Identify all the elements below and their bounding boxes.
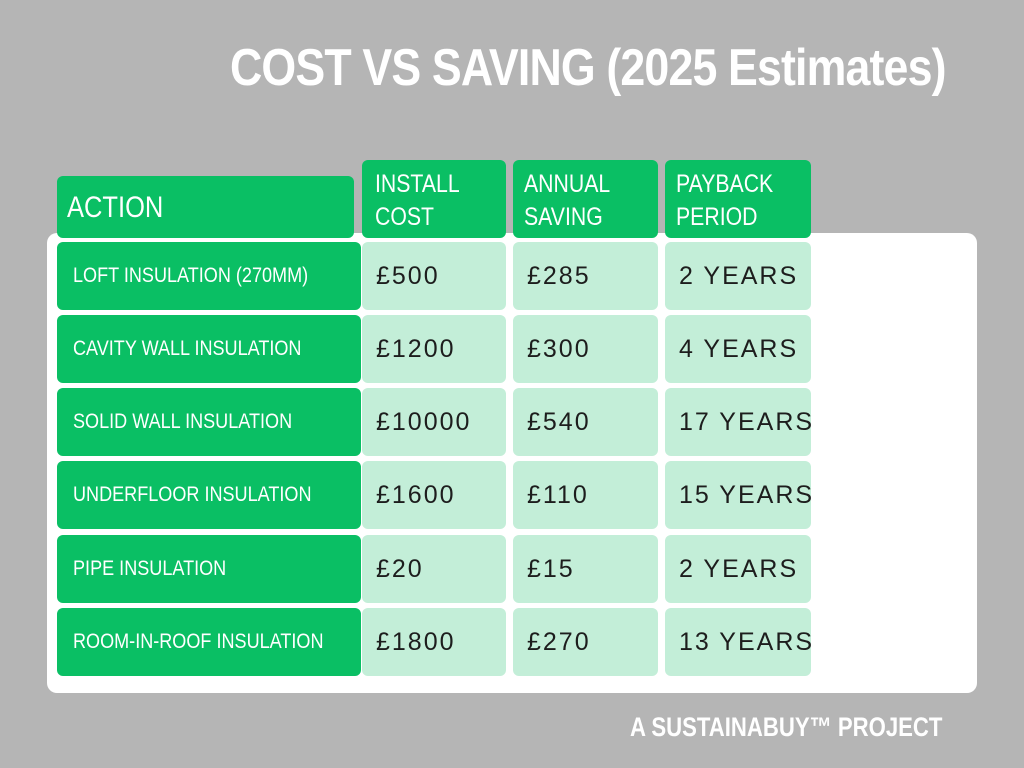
annual-saving-cell-text: £270 [527, 627, 591, 656]
header-install-line1: INSTALL [375, 170, 460, 198]
payback-period-cell-text: 4 YEARS [679, 334, 799, 363]
header-action: ACTION [57, 176, 354, 238]
annual-saving-cell: £270 [513, 608, 658, 676]
annual-saving-cell-text: £540 [527, 407, 591, 436]
action-cell-text: LOFT INSULATION (270MM) [73, 264, 309, 287]
action-cell: SOLID WALL INSULATION [57, 388, 361, 456]
header-install-cost: INSTALL COST [362, 160, 506, 238]
action-cell-text: CAVITY WALL INSULATION [73, 337, 302, 360]
install-cost-cell-text: £1800 [376, 627, 456, 656]
annual-saving-cell-text: £110 [527, 480, 589, 509]
action-cell: CAVITY WALL INSULATION [57, 315, 361, 383]
payback-period-cell: 13 YEARS [665, 608, 811, 676]
install-cost-cell-text: £1600 [376, 480, 456, 509]
payback-period-cell: 2 YEARS [665, 535, 811, 603]
install-cost-cell-text: £1200 [376, 334, 456, 363]
action-cell-text: PIPE INSULATION [73, 557, 227, 580]
annual-saving-cell: £15 [513, 535, 658, 603]
install-cost-cell-text: £20 [376, 554, 424, 583]
annual-saving-cell-text: £285 [527, 261, 591, 290]
annual-saving-cell-text: £15 [527, 554, 575, 583]
payback-period-cell-text: 2 YEARS [679, 261, 799, 290]
install-cost-cell: £20 [362, 535, 506, 603]
payback-period-cell-text: 13 YEARS [679, 627, 811, 656]
action-cell: PIPE INSULATION [57, 535, 361, 603]
install-cost-cell-text: £500 [376, 261, 440, 290]
annual-saving-cell: £540 [513, 388, 658, 456]
action-cell: UNDERFLOOR INSULATION [57, 461, 361, 529]
header-action-label: ACTION [67, 190, 164, 224]
payback-period-cell-text: 15 YEARS [679, 480, 811, 509]
header-payback-line2: PERIOD [676, 203, 758, 231]
page-title: COST VS SAVING (2025 Estimates) [230, 39, 946, 97]
header-install-line2: COST [375, 203, 435, 231]
install-cost-cell: £500 [362, 242, 506, 310]
header-payback-line1: PAYBACK [676, 170, 774, 198]
header-saving-line2: SAVING [524, 203, 603, 231]
header-saving-line1: ANNUAL [524, 170, 611, 198]
annual-saving-cell: £300 [513, 315, 658, 383]
footer-credit: A SUSTAINABUY™ PROJECT [630, 712, 943, 742]
action-cell-text: ROOM-IN-ROOF INSULATION [73, 630, 324, 653]
annual-saving-cell-text: £300 [527, 334, 591, 363]
payback-period-cell: 4 YEARS [665, 315, 811, 383]
action-cell: ROOM-IN-ROOF INSULATION [57, 608, 361, 676]
payback-period-cell: 15 YEARS [665, 461, 811, 529]
header-annual-saving: ANNUAL SAVING [513, 160, 658, 238]
action-cell-text: SOLID WALL INSULATION [73, 410, 293, 433]
annual-saving-cell: £110 [513, 461, 658, 529]
payback-period-cell-text: 2 YEARS [679, 554, 799, 583]
payback-period-cell: 17 YEARS [665, 388, 811, 456]
install-cost-cell: £1200 [362, 315, 506, 383]
header-payback-period: PAYBACK PERIOD [665, 160, 811, 238]
action-cell: LOFT INSULATION (270MM) [57, 242, 361, 310]
payback-period-cell: 2 YEARS [665, 242, 811, 310]
install-cost-cell: £1800 [362, 608, 506, 676]
install-cost-cell: £10000 [362, 388, 506, 456]
payback-period-cell-text: 17 YEARS [679, 407, 811, 436]
install-cost-cell: £1600 [362, 461, 506, 529]
annual-saving-cell: £285 [513, 242, 658, 310]
action-cell-text: UNDERFLOOR INSULATION [73, 483, 312, 506]
install-cost-cell-text: £10000 [376, 407, 472, 436]
